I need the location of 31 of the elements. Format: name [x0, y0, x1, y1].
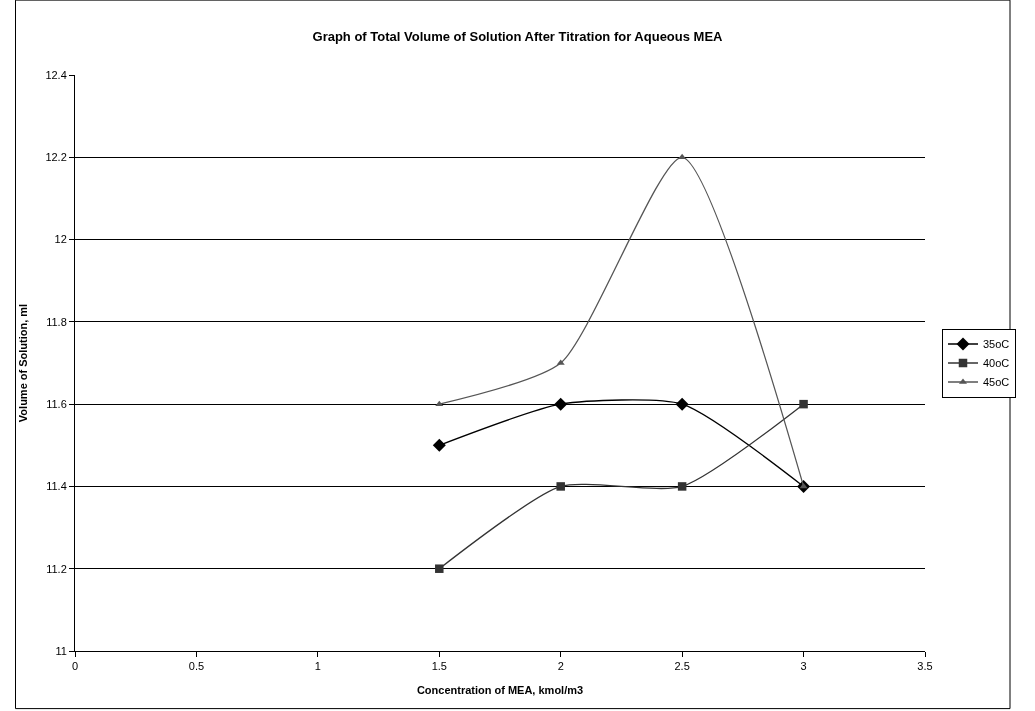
x-tick-label: 3.5: [917, 660, 933, 673]
legend-label: 35oC: [983, 338, 1010, 351]
legend-label: 45oC: [983, 376, 1010, 389]
y-tick-label: 11.8: [46, 315, 67, 328]
point: [554, 397, 568, 411]
x-tick-label: 0: [71, 660, 79, 673]
legend-label: 40oC: [983, 357, 1010, 370]
x-tick-label: 2: [557, 660, 564, 673]
point: [675, 397, 689, 411]
y-tick-label: 11.6: [46, 397, 67, 410]
point: [677, 482, 687, 491]
y-tick-label: 12.2: [45, 151, 67, 164]
x-tick-label: 1: [314, 660, 321, 673]
point: [435, 564, 444, 573]
y-tick-label: 12.4: [45, 68, 67, 81]
x-tick-label: 1.5: [431, 660, 447, 673]
x-axis-title: Concentration of MEA, kmol/m3: [416, 684, 584, 697]
x-tick-label: 2.5: [674, 660, 690, 673]
point: [799, 482, 808, 489]
x-tick-label: 0.5: [188, 660, 205, 673]
point: [678, 153, 687, 160]
y-tick-label: 12: [54, 233, 67, 246]
point: [556, 482, 565, 491]
y-tick-label: 11: [55, 644, 67, 657]
y-tick-label: 11.2: [46, 562, 67, 575]
chart-title: Graph of Total Volume of Solution After Titration for Aqueous MEA: [312, 29, 724, 45]
point: [432, 438, 446, 452]
x-tick-label: 3: [800, 660, 807, 673]
point: [799, 399, 808, 409]
y-tick-label: 11.4: [46, 480, 67, 493]
y-axis-title: Volume of Solution, ml: [17, 303, 30, 423]
